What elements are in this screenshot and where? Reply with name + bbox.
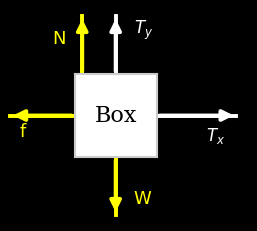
Text: N: N: [52, 30, 66, 48]
Text: W: W: [134, 190, 151, 208]
Text: $T_x$: $T_x$: [206, 126, 225, 146]
Bar: [75, 74, 157, 157]
Text: f: f: [20, 123, 26, 141]
Text: $T_y$: $T_y$: [134, 18, 153, 42]
Text: Box: Box: [95, 104, 137, 127]
